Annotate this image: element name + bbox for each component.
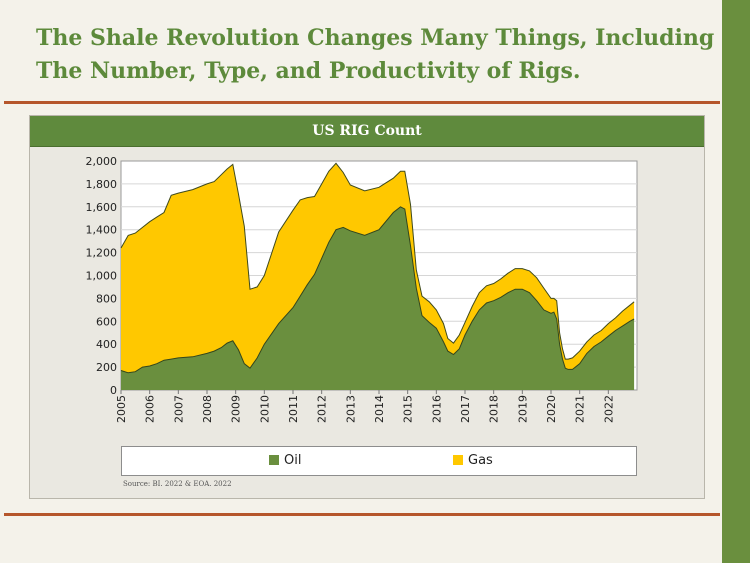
y-tick-label: 800 xyxy=(96,292,117,305)
y-tick-label: 400 xyxy=(96,338,117,351)
x-tick-label: 2006 xyxy=(144,395,157,423)
legend-label-gas: Gas xyxy=(468,453,493,468)
y-tick-label: 2,000 xyxy=(86,155,118,168)
x-tick-label: 2010 xyxy=(258,395,271,423)
y-tick-label: 1,600 xyxy=(86,201,118,214)
legend-swatch-oil xyxy=(269,455,279,465)
y-tick-label: 600 xyxy=(96,315,117,328)
chart-header: US RIG Count xyxy=(30,116,704,147)
y-tick-label: 1,800 xyxy=(86,178,118,191)
side-accent-bar xyxy=(722,0,750,563)
y-tick-label: 1,000 xyxy=(86,270,118,283)
x-tick-label: 2005 xyxy=(115,395,128,423)
top-divider xyxy=(4,101,720,104)
chart-legend: Oil Gas xyxy=(121,446,637,476)
legend-item-gas: Gas xyxy=(453,454,493,468)
x-tick-label: 2015 xyxy=(402,395,415,423)
legend-label-oil: Oil xyxy=(284,453,302,468)
gas-area xyxy=(121,163,635,373)
x-tick-label: 2014 xyxy=(373,395,386,423)
x-tick-label: 2007 xyxy=(172,395,185,423)
total-line xyxy=(120,162,635,360)
legend-item-oil: Oil xyxy=(269,454,301,468)
x-tick-label: 2019 xyxy=(516,395,529,423)
oil-area xyxy=(121,206,635,390)
x-tick-label: 2018 xyxy=(488,395,501,423)
x-tick-label: 2016 xyxy=(430,395,443,423)
x-tick-label: 2011 xyxy=(287,395,300,423)
page-title: The Shale Revolution Changes Many Things… xyxy=(36,25,715,84)
chart-source: Source: BI. 2022 & EOA. 2022 xyxy=(123,480,232,488)
x-tick-label: 2008 xyxy=(201,395,214,423)
x-tick-label: 2022 xyxy=(602,395,615,423)
y-tick-label: 1,200 xyxy=(86,247,118,260)
oil-line xyxy=(120,206,635,374)
x-tick-label: 2017 xyxy=(459,395,472,423)
x-tick-label: 2013 xyxy=(344,395,357,423)
chart-title: US RIG Count xyxy=(312,123,422,139)
legend-swatch-gas xyxy=(453,455,463,465)
bottom-divider xyxy=(4,513,720,516)
x-tick-label: 2020 xyxy=(545,395,558,423)
y-tick-label: 0 xyxy=(110,384,117,397)
y-tick-label: 200 xyxy=(96,361,117,374)
y-tick-label: 1,400 xyxy=(86,224,118,237)
x-tick-label: 2009 xyxy=(230,395,243,423)
x-tick-label: 2012 xyxy=(316,395,329,423)
x-tick-label: 2021 xyxy=(574,395,587,423)
